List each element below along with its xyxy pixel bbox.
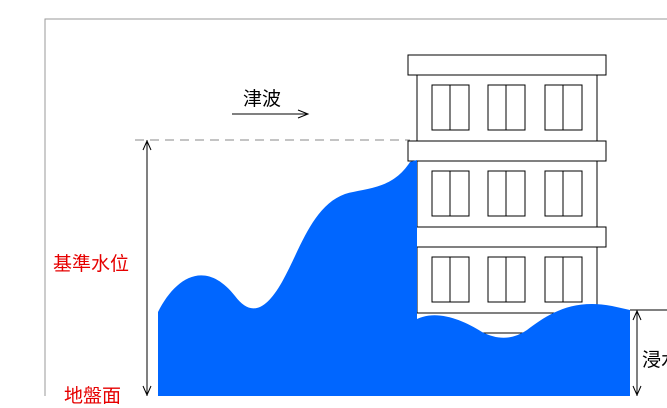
inundation-label: 浸水 xyxy=(642,349,667,371)
tsunami-label: 津波 xyxy=(243,88,282,110)
reference-water-level-label: 基準水位 xyxy=(53,253,130,275)
roof-slab xyxy=(407,54,607,76)
floor-slab-2 xyxy=(407,226,607,248)
tsunami-inundation-diagram xyxy=(44,18,667,396)
arrowhead-right xyxy=(297,109,310,119)
floor-slab-1 xyxy=(407,140,607,162)
figure-frame xyxy=(44,18,667,396)
arrowhead-down xyxy=(142,385,152,396)
ground-surface-label: 地盤面 xyxy=(64,385,122,407)
building xyxy=(407,54,607,356)
arrowhead-up xyxy=(142,139,152,151)
tsunami-wave xyxy=(158,160,417,396)
arrowhead-up xyxy=(632,309,642,321)
arrowhead-down xyxy=(632,385,642,396)
inundation-water xyxy=(412,304,630,396)
